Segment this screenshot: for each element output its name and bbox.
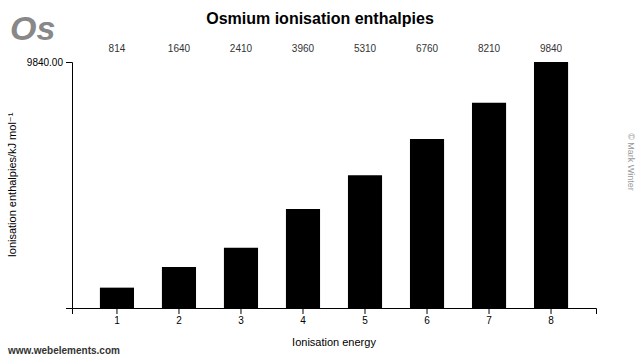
x-tick-mark — [302, 308, 303, 314]
x-tick-label: 4 — [300, 315, 306, 326]
data-label: 814 — [109, 43, 126, 54]
x-tick: 5 — [362, 308, 368, 326]
x-tick-mark — [178, 308, 179, 314]
bar — [410, 139, 444, 308]
data-label: 5310 — [354, 43, 377, 54]
chart: 1 2 3 4 5 6 7 8 9840.00 814 1640 2410 3960 5310 6760 82… — [0, 0, 640, 360]
data-label: 9840 — [540, 43, 563, 54]
x-tick: 3 — [238, 308, 244, 326]
bar — [534, 62, 568, 308]
annotation: © Mark Winter — [626, 133, 636, 191]
x-tick: 6 — [424, 308, 430, 326]
x-tick: 8 — [548, 308, 554, 326]
x-tick-label: 1 — [114, 315, 120, 326]
data-labels: 814 1640 2410 3960 5310 6760 8210 9840 — [109, 43, 563, 54]
y-tick-label: 9840.00 — [27, 57, 64, 68]
data-label: 3960 — [292, 43, 315, 54]
data-label: 2410 — [230, 43, 253, 54]
x-tick: 4 — [300, 308, 306, 326]
x-axis-line — [73, 309, 597, 315]
bar — [348, 175, 382, 308]
x-tick-label: 8 — [548, 315, 554, 326]
annotation: Os — [10, 9, 55, 47]
x-tick-label: 3 — [238, 315, 244, 326]
y-tick: 9840.00 — [27, 57, 72, 68]
y-axis-title: Ionisation enthalpies/kJ mol⁻¹ — [6, 112, 18, 257]
bars — [100, 62, 568, 308]
x-tick-mark — [489, 308, 490, 314]
y-axis-line — [66, 63, 73, 309]
data-label: 8210 — [478, 43, 501, 54]
x-axis-title: Ionisation energy — [292, 336, 376, 348]
annotation: www.webelements.com — [7, 345, 120, 356]
x-tick-mark — [116, 308, 117, 314]
x-tick: 1 — [114, 308, 120, 326]
bar — [162, 267, 196, 308]
x-tick: 7 — [486, 308, 492, 326]
x-tick-label: 5 — [362, 315, 368, 326]
x-tick-mark — [365, 308, 366, 314]
x-tick-mark — [240, 308, 241, 314]
data-label: 6760 — [416, 43, 439, 54]
x-tick-mark — [551, 308, 552, 314]
x-axis: 1 2 3 4 5 6 7 8 — [73, 308, 597, 326]
bar — [472, 103, 506, 308]
bar — [100, 288, 134, 308]
x-tick: 2 — [176, 308, 182, 326]
y-tick-mark — [66, 62, 72, 63]
x-tick-label: 7 — [486, 315, 492, 326]
x-tick-label: 2 — [176, 315, 182, 326]
y-axis: 9840.00 — [27, 57, 73, 309]
bar — [286, 209, 320, 308]
x-tick-mark — [427, 308, 428, 314]
x-tick-label: 6 — [424, 315, 430, 326]
title: Osmium ionisation enthalpies — [206, 10, 434, 27]
bar — [224, 248, 258, 308]
data-label: 1640 — [168, 43, 191, 54]
